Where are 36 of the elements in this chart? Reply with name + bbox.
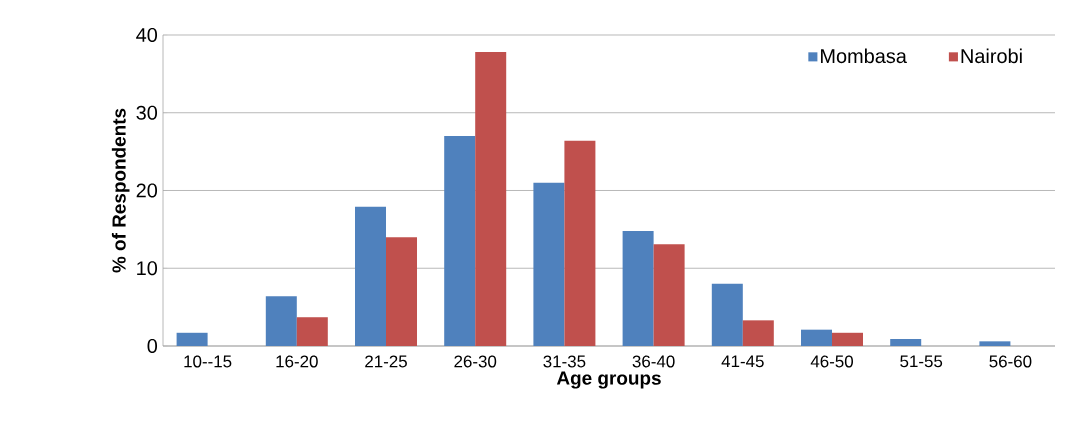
legend-label: Mombasa bbox=[821, 48, 907, 64]
bar bbox=[475, 52, 507, 346]
x-tick-label: 16-20 bbox=[276, 355, 318, 368]
legend-label: Nairobi bbox=[961, 48, 1022, 64]
y-tick-label: 40 bbox=[136, 27, 158, 43]
y-tick-label: 20 bbox=[136, 183, 158, 198]
bar bbox=[711, 283, 743, 346]
bar bbox=[890, 339, 922, 346]
bar bbox=[564, 140, 596, 346]
x-tick-label: 10--15 bbox=[184, 355, 232, 368]
x-tick-label: 31-35 bbox=[543, 355, 586, 368]
bar bbox=[801, 329, 832, 346]
bar bbox=[622, 230, 654, 346]
bar bbox=[265, 296, 297, 346]
bar bbox=[979, 341, 1011, 346]
bar bbox=[653, 244, 685, 346]
x-tick-label: 51-55 bbox=[900, 355, 943, 368]
x-tick-label: 26-30 bbox=[454, 355, 497, 368]
bar bbox=[296, 317, 328, 346]
bar bbox=[533, 182, 565, 346]
bar bbox=[176, 332, 208, 346]
bar bbox=[355, 206, 386, 346]
y-axis-title: % of Respondents bbox=[111, 108, 130, 273]
y-tick-label: 30 bbox=[136, 105, 158, 120]
x-tick-label: 21-25 bbox=[365, 355, 407, 368]
bar bbox=[832, 332, 864, 346]
x-tick-label: 36-40 bbox=[632, 355, 675, 368]
bar bbox=[742, 320, 774, 346]
bar bbox=[444, 136, 476, 346]
y-tick-label: 10 bbox=[137, 261, 158, 276]
bar bbox=[386, 237, 417, 346]
x-tick-label: 41-45 bbox=[721, 355, 764, 368]
x-axis-title: Age groups bbox=[556, 371, 661, 389]
x-tick-label: 56-60 bbox=[989, 355, 1032, 368]
x-tick-label: 46-50 bbox=[810, 355, 853, 368]
y-tick-label: 0 bbox=[147, 338, 158, 354]
